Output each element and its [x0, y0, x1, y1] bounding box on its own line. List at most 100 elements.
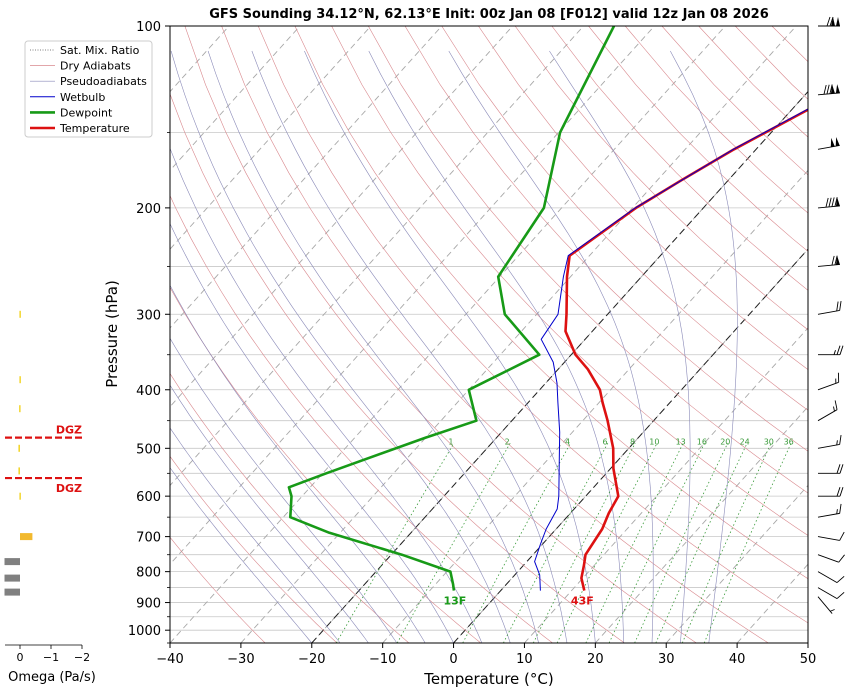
plot-border	[169, 25, 809, 644]
surface-dewpoint-label: 13F	[443, 595, 466, 608]
dry-adiabat	[368, 26, 808, 494]
barb-full	[836, 591, 845, 599]
axis-ticks: −40 −30 −20 −10 0 10 20 30 40 50 100 200 300 400 500 60…	[128, 20, 816, 667]
dry-adiabat	[588, 26, 808, 252]
omega-bar	[19, 405, 21, 413]
isotherm	[524, 327, 808, 643]
series-temperature	[564, 108, 808, 591]
pseudoadiabat	[170, 337, 398, 643]
omega-bar	[4, 588, 20, 596]
dgz-label: DGZ	[56, 424, 82, 437]
x-tick-label: 30	[658, 652, 675, 667]
omega-axis-label: Omega (Pa/s)	[8, 670, 96, 685]
pseudoadiabat	[170, 384, 369, 643]
omega-bar	[20, 533, 33, 541]
wind-barb	[818, 16, 840, 27]
dry-adiabat	[170, 536, 266, 643]
omega-tick-label: −1	[43, 651, 59, 664]
dry-adiabat	[698, 26, 808, 138]
barb-full	[839, 435, 842, 445]
dry-adiabat	[624, 26, 808, 214]
wind-barb	[817, 435, 842, 449]
x-tick-label: 0	[449, 652, 457, 667]
barb-full	[836, 487, 841, 497]
mixing-ratio-label: 4	[565, 437, 570, 446]
wind-barb	[818, 464, 844, 474]
isotherm	[170, 26, 301, 172]
pseudoadiabat	[170, 50, 511, 643]
y-tick-label: 400	[136, 384, 161, 399]
isotherm	[170, 26, 443, 329]
barb-full	[826, 84, 830, 95]
x-tick-label: −30	[227, 652, 254, 667]
barb-full	[836, 575, 845, 583]
plot-frame: 1 2 4 6 8 10 13 16 20 24 30 36	[169, 25, 809, 644]
barb-full	[834, 400, 838, 410]
dry-adiabat	[809, 26, 850, 643]
barb-staff	[817, 310, 840, 315]
dry-adiabat	[184, 26, 697, 643]
barb-half	[835, 378, 837, 384]
barb-full	[838, 554, 845, 563]
wind-barb	[817, 503, 842, 518]
dry-adiabat	[661, 26, 808, 176]
barb-staff	[817, 381, 839, 391]
barb-staff	[817, 444, 840, 449]
omega-bar	[19, 376, 21, 384]
barb-full	[831, 255, 835, 266]
mixing-ratio-line	[532, 442, 636, 643]
wind-barb	[818, 345, 844, 356]
omega-bar	[18, 467, 20, 475]
legend-label: Dewpoint	[60, 106, 113, 119]
wind-barb	[817, 531, 845, 541]
barb-full	[829, 16, 834, 27]
barb-full	[839, 301, 842, 311]
x-axis-label: Temperature (°C)	[423, 670, 553, 688]
barb-half	[836, 440, 838, 446]
y-tick-label: 500	[136, 442, 161, 457]
pseudoadiabat	[251, 50, 568, 643]
mixing-ratio-label: 20	[720, 437, 730, 446]
wind-barb	[817, 587, 845, 599]
x-tick-label: −40	[156, 652, 183, 667]
isotherm	[170, 26, 726, 643]
series-dewpoint	[287, 26, 616, 591]
barb-full	[836, 464, 841, 474]
barb-full	[834, 197, 838, 207]
barb-full	[839, 464, 844, 474]
mixing-ratio-label: 13	[676, 437, 686, 446]
pseudoadiabat	[448, 50, 654, 643]
barb-full	[839, 345, 844, 355]
pseudoadiabat	[549, 50, 691, 643]
omega-panel: 0 −1 −2 Omega (Pa/s) DGZ DGZ	[4, 310, 96, 685]
pseudoadiabat	[670, 50, 738, 643]
dgz-label: DGZ	[56, 482, 82, 495]
pseudoadiabat	[170, 427, 341, 643]
wind-barb	[817, 136, 840, 150]
x-tick-label: 50	[800, 652, 817, 667]
dry-adiabat	[551, 26, 808, 291]
y-tick-label: 200	[136, 202, 161, 217]
mixing-ratio-line	[396, 442, 511, 643]
barb-staff	[817, 596, 833, 614]
surface-labels: 13F 43F	[443, 595, 593, 608]
barb-staff	[817, 145, 840, 150]
barb-staff	[817, 571, 838, 583]
pseudoadiabat	[170, 284, 426, 643]
barb-half	[830, 609, 835, 612]
mixing-ratio-label: 10	[649, 437, 659, 446]
x-tick-label: 10	[516, 652, 533, 667]
y-tick-label: 700	[136, 531, 161, 546]
barb-staff	[817, 536, 840, 541]
chart-title: GFS Sounding 34.12°N, 62.13°E Init: 00z …	[209, 7, 769, 22]
omega-bar	[4, 558, 20, 566]
barb-full	[826, 16, 831, 27]
pseudoadiabat	[170, 147, 483, 643]
surface-temperature-label: 43F	[571, 595, 594, 608]
x-tick-label: 20	[587, 652, 604, 667]
barb-half	[833, 406, 835, 412]
barb-staff	[817, 409, 838, 422]
omega-bar	[4, 574, 20, 582]
mixing-ratio-label: 24	[740, 437, 750, 446]
